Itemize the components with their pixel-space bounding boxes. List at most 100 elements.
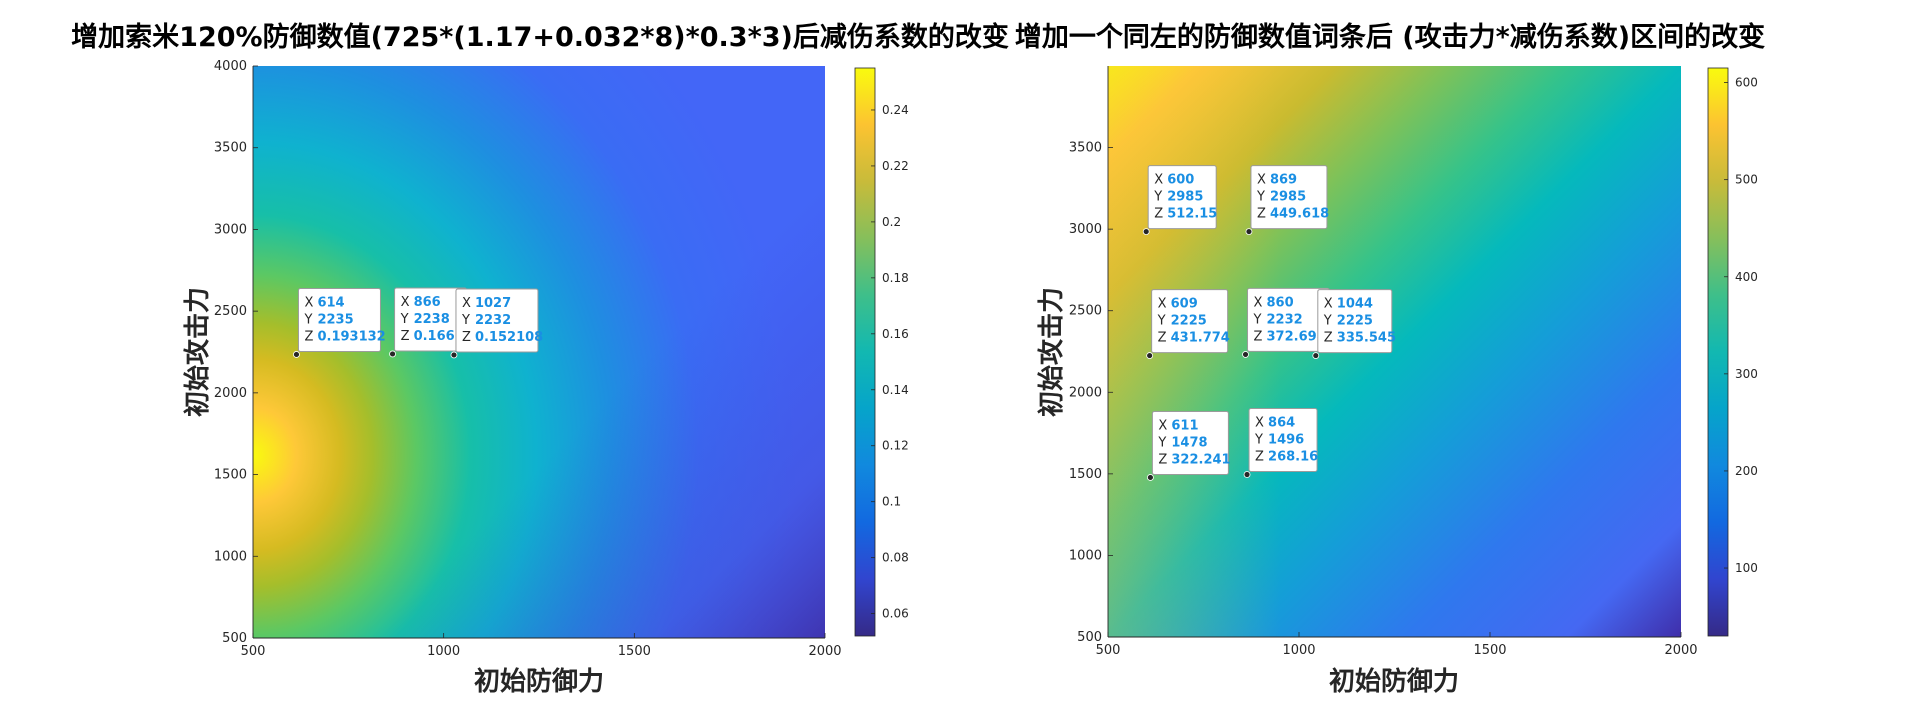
datatip-key: X bbox=[304, 295, 313, 310]
datatip[interactable]: X 864 Y 1496 Z 268.16 bbox=[1243, 408, 1318, 478]
y-tick-label: 3500 bbox=[214, 141, 247, 156]
datatip-x-value: 869 bbox=[1270, 173, 1297, 188]
datatip[interactable]: X 611 Y 1478 Z 322.241 bbox=[1147, 410, 1231, 481]
datatip[interactable]: X 600 Y 2985 Z 512.15 bbox=[1142, 165, 1217, 235]
x-tick-label: 2000 bbox=[808, 644, 841, 659]
colorbar-tick-label: 100 bbox=[1735, 561, 1758, 575]
left-chart-title: 增加索米120%防御数值(725*(1.17+0.032*8)*0.3*3)后减… bbox=[71, 21, 1009, 53]
datatip-z-value: 512.15 bbox=[1167, 207, 1217, 222]
datatip-key: Z bbox=[1158, 331, 1167, 346]
datatip-z-value: 322.241 bbox=[1171, 452, 1230, 467]
datatip-key: Z bbox=[1257, 207, 1266, 222]
colorbar-tick-label: 0.14 bbox=[882, 383, 909, 397]
datatip-z-value: 268.16 bbox=[1268, 450, 1318, 465]
y-tick-label: 1500 bbox=[214, 468, 247, 483]
datatip-y-value: 2225 bbox=[1337, 314, 1373, 329]
datatip-marker[interactable] bbox=[1146, 352, 1154, 359]
datatip-marker[interactable] bbox=[450, 351, 458, 359]
colorbar-tick-label: 200 bbox=[1735, 464, 1758, 478]
datatip-marker[interactable] bbox=[1245, 228, 1253, 235]
datatip-key: Y bbox=[1253, 312, 1262, 327]
datatip-key: Y bbox=[1157, 314, 1166, 329]
datatip-key: Z bbox=[1254, 329, 1263, 344]
datatip-key: Y bbox=[303, 312, 312, 327]
colorbar-tick-label: 0.08 bbox=[882, 551, 909, 565]
right-colorbar: 100 200 300 400 500 600 bbox=[1707, 67, 1758, 637]
datatip-key: X bbox=[1324, 297, 1333, 312]
colorbar-tick-label: 600 bbox=[1735, 76, 1758, 90]
datatip-key: X bbox=[1158, 297, 1167, 312]
right-chart-title: 增加一个同左的防御数值词条后 (攻击力*减伤系数)区间的改变 bbox=[1015, 21, 1765, 53]
datatip-box bbox=[1151, 289, 1229, 354]
datatip-key: Z bbox=[1154, 207, 1163, 222]
datatip-box bbox=[1151, 410, 1229, 475]
datatip-key: X bbox=[1257, 173, 1266, 188]
y-tick-label: 1000 bbox=[214, 549, 247, 564]
left-y-axis-label: 初始攻击力 bbox=[183, 287, 213, 417]
datatip-y-value: 2238 bbox=[414, 312, 450, 327]
datatip-x-value: 611 bbox=[1171, 418, 1198, 433]
datatip-y-value: 2225 bbox=[1171, 314, 1207, 329]
datatip-marker[interactable] bbox=[1142, 228, 1150, 235]
y-tick-label: 3500 bbox=[1069, 141, 1102, 156]
datatip-marker[interactable] bbox=[1243, 471, 1251, 478]
datatip-key: Z bbox=[1255, 450, 1264, 465]
datatip-key: Y bbox=[461, 313, 470, 328]
datatip-x-value: 614 bbox=[317, 295, 344, 310]
datatip-marker[interactable] bbox=[389, 350, 396, 358]
datatip-y-value: 2232 bbox=[475, 313, 511, 328]
datatip[interactable]: X 869 Y 2985 Z 449.618 bbox=[1245, 165, 1329, 235]
datatip-key: Y bbox=[1256, 190, 1265, 205]
x-tick-label: 1500 bbox=[618, 644, 651, 659]
datatip-y-value: 1496 bbox=[1268, 433, 1304, 448]
datatip-key: Z bbox=[462, 330, 471, 345]
y-tick-label: 1000 bbox=[1069, 548, 1102, 563]
datatip-x-value: 1027 bbox=[475, 296, 511, 311]
y-tick-label: 2500 bbox=[214, 304, 247, 319]
y-tick-label: 4000 bbox=[214, 59, 247, 74]
x-tick-label: 1500 bbox=[1473, 643, 1506, 658]
right-x-axis-label: 初始防御力 bbox=[1329, 666, 1459, 697]
datatip-z-value: 0.1662 bbox=[414, 329, 464, 344]
datatip-y-value: 2985 bbox=[1270, 190, 1306, 205]
datatip-marker[interactable] bbox=[1242, 351, 1249, 358]
datatip-key: Y bbox=[1254, 433, 1263, 448]
y-tick-label: 1500 bbox=[1069, 467, 1102, 482]
colorbar-tick-label: 0.18 bbox=[882, 271, 909, 285]
right-datatips: X 600 Y 2985 Z 512.15 X 869 Y 2985 Z 449.618 X 609 Y 22… bbox=[1142, 165, 1396, 481]
datatip-key: X bbox=[1255, 416, 1264, 431]
y-tick-label: 500 bbox=[1077, 630, 1102, 645]
datatip[interactable]: X 1027 Y 2232 Z 0.152108 bbox=[450, 288, 543, 359]
left-colorbar-ticks: 0.06 0.08 0.1 0.12 0.14 0.16 0.18 0.2 0.22 0.24 bbox=[871, 103, 909, 621]
y-tick-label: 3000 bbox=[1069, 222, 1102, 237]
datatip-marker[interactable] bbox=[1147, 474, 1154, 481]
y-tick-label: 2500 bbox=[1069, 304, 1102, 319]
left-heatmap-panel: 增加索米120%防御数值(725*(1.17+0.032*8)*0.3*3)后减… bbox=[71, 21, 1009, 697]
colorbar-tick-label: 0.12 bbox=[882, 439, 909, 453]
x-tick-label: 1000 bbox=[427, 644, 460, 659]
datatip-key: Z bbox=[401, 329, 410, 344]
colorbar-tick-label: 0.1 bbox=[882, 495, 901, 509]
datatip[interactable]: X 609 Y 2225 Z 431.774 bbox=[1146, 289, 1230, 359]
right-axis-ticks: 500 1000 1500 2000 500 1000 1500 2000 2500 3000 35… bbox=[1069, 66, 1698, 658]
datatip-marker[interactable] bbox=[293, 351, 300, 358]
datatip-key: X bbox=[1154, 173, 1163, 188]
datatip-key: Z bbox=[1324, 331, 1333, 346]
colorbar-tick-label: 0.16 bbox=[882, 327, 909, 341]
datatip-key: Y bbox=[1323, 314, 1332, 329]
datatip-marker[interactable] bbox=[1312, 352, 1320, 359]
left-x-axis-label: 初始防御力 bbox=[474, 666, 604, 697]
colorbar-tick-label: 0.06 bbox=[882, 607, 909, 621]
y-tick-label: 2000 bbox=[214, 386, 247, 401]
datatip-z-value: 335.545 bbox=[1337, 331, 1396, 346]
colorbar-tick-label: 0.22 bbox=[882, 159, 909, 173]
datatip-x-value: 864 bbox=[1268, 416, 1295, 431]
datatip[interactable]: X 614 Y 2235 Z 0.193132 bbox=[293, 287, 386, 358]
datatip-box bbox=[1317, 289, 1393, 354]
datatip-z-value: 449.618 bbox=[1270, 207, 1329, 222]
datatip-z-value: 0.193132 bbox=[317, 329, 385, 344]
datatip[interactable]: X 1044 Y 2225 Z 335.545 bbox=[1312, 289, 1396, 359]
